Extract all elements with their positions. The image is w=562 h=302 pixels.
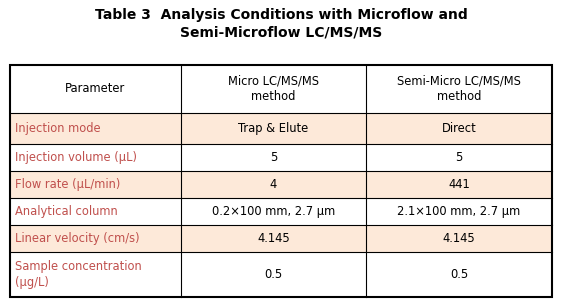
- Text: Linear velocity (cm/s): Linear velocity (cm/s): [15, 232, 139, 245]
- Text: Direct: Direct: [442, 122, 477, 135]
- Text: Injection mode: Injection mode: [15, 122, 100, 135]
- Text: Table 3  Analysis Conditions with Microflow and
Semi-Microflow LC/MS/MS: Table 3 Analysis Conditions with Microfl…: [94, 8, 468, 39]
- Text: 0.5: 0.5: [450, 268, 468, 281]
- Text: Flow rate (μL/min): Flow rate (μL/min): [15, 178, 120, 191]
- Text: Semi-Micro LC/MS/MS
method: Semi-Micro LC/MS/MS method: [397, 74, 521, 103]
- Text: Analytical column: Analytical column: [15, 205, 117, 218]
- Text: Parameter: Parameter: [65, 82, 125, 95]
- Text: Micro LC/MS/MS
method: Micro LC/MS/MS method: [228, 74, 319, 103]
- Text: 5: 5: [455, 151, 463, 164]
- Text: 5: 5: [270, 151, 277, 164]
- Text: 4.145: 4.145: [443, 232, 475, 245]
- Text: 0.2×100 mm, 2.7 μm: 0.2×100 mm, 2.7 μm: [212, 205, 335, 218]
- Text: Sample concentration
(μg/L): Sample concentration (μg/L): [15, 260, 142, 289]
- Text: 441: 441: [448, 178, 470, 191]
- Text: Trap & Elute: Trap & Elute: [238, 122, 309, 135]
- Text: 4.145: 4.145: [257, 232, 290, 245]
- Text: 2.1×100 mm, 2.7 μm: 2.1×100 mm, 2.7 μm: [397, 205, 521, 218]
- Text: 0.5: 0.5: [265, 268, 283, 281]
- Text: 4: 4: [270, 178, 277, 191]
- Text: Injection volume (μL): Injection volume (μL): [15, 151, 137, 164]
